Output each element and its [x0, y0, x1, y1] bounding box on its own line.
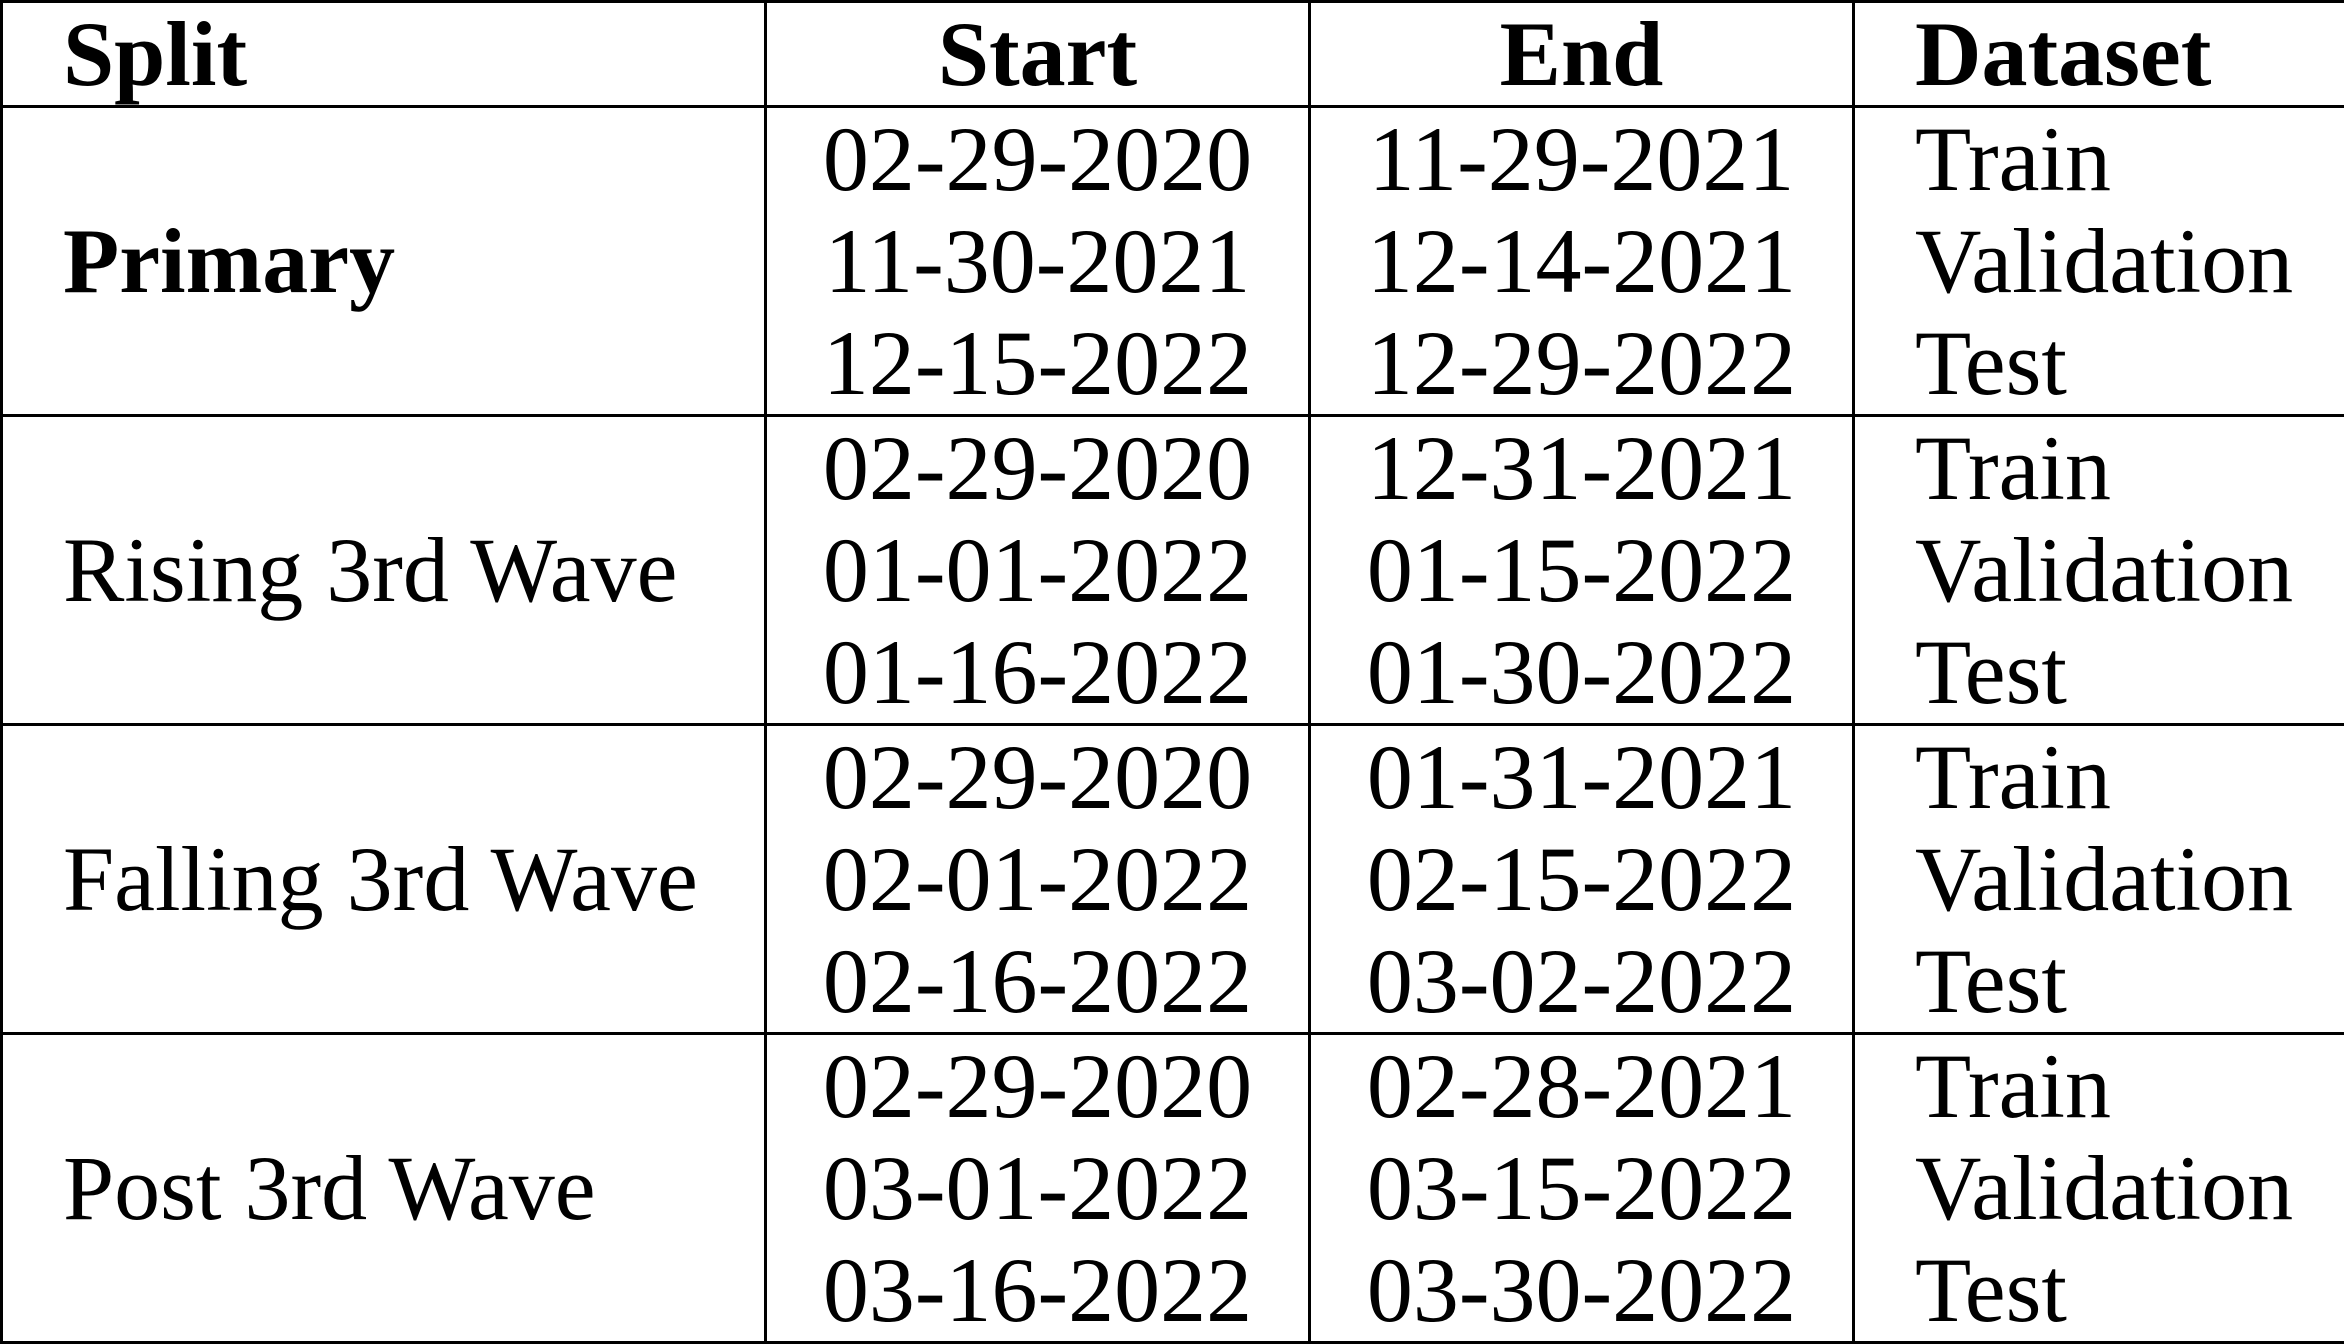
- start-date: 02-01-2022: [767, 828, 1308, 930]
- dataset-label: Test: [1915, 621, 2344, 723]
- dataset-label: Test: [1915, 312, 2344, 414]
- dataset-label: Validation: [1915, 828, 2344, 930]
- dataset-label: Train: [1915, 1035, 2344, 1137]
- start-date: 12-15-2022: [767, 312, 1308, 414]
- end-date: 01-30-2022: [1311, 621, 1852, 723]
- header-dataset: Dataset: [1854, 2, 2344, 107]
- end-date: 02-28-2021: [1311, 1035, 1852, 1137]
- start-date: 11-30-2021: [767, 210, 1308, 312]
- dataset-cell: Train Validation Test: [1854, 107, 2344, 416]
- start-date: 02-29-2020: [767, 1035, 1308, 1137]
- dataset-label: Validation: [1915, 1137, 2344, 1239]
- split-name-rising: Rising 3rd Wave: [2, 416, 766, 725]
- end-date: 12-31-2021: [1311, 417, 1852, 519]
- dataset-label: Train: [1915, 726, 2344, 828]
- start-date: 02-29-2020: [767, 417, 1308, 519]
- end-date: 12-14-2021: [1311, 210, 1852, 312]
- end-date: 02-15-2022: [1311, 828, 1852, 930]
- header-start: Start: [766, 2, 1310, 107]
- start-dates-cell: 02-29-2020 03-01-2022 03-16-2022: [766, 1034, 1310, 1343]
- end-dates-cell: 12-31-2021 01-15-2022 01-30-2022: [1310, 416, 1854, 725]
- start-dates-cell: 02-29-2020 11-30-2021 12-15-2022: [766, 107, 1310, 416]
- start-date: 02-29-2020: [767, 726, 1308, 828]
- end-dates-cell: 11-29-2021 12-14-2021 12-29-2022: [1310, 107, 1854, 416]
- start-date: 03-01-2022: [767, 1137, 1308, 1239]
- dataset-label: Validation: [1915, 519, 2344, 621]
- header-row: Split Start End Dataset: [2, 2, 2344, 107]
- split-name-post: Post 3rd Wave: [2, 1034, 766, 1343]
- table-row: Rising 3rd Wave 02-29-2020 01-01-2022 01…: [2, 416, 2344, 725]
- end-date: 03-02-2022: [1311, 930, 1852, 1032]
- header-split: Split: [2, 2, 766, 107]
- start-date: 01-16-2022: [767, 621, 1308, 723]
- end-date: 12-29-2022: [1311, 312, 1852, 414]
- split-name-primary: Primary: [2, 107, 766, 416]
- dataset-label: Train: [1915, 417, 2344, 519]
- start-dates-cell: 02-29-2020 01-01-2022 01-16-2022: [766, 416, 1310, 725]
- dataset-label: Test: [1915, 930, 2344, 1032]
- table-row: Falling 3rd Wave 02-29-2020 02-01-2022 0…: [2, 725, 2344, 1034]
- split-name-falling: Falling 3rd Wave: [2, 725, 766, 1034]
- start-date: 01-01-2022: [767, 519, 1308, 621]
- end-date: 03-15-2022: [1311, 1137, 1852, 1239]
- end-date: 11-29-2021: [1311, 108, 1852, 210]
- dataset-cell: Train Validation Test: [1854, 1034, 2344, 1343]
- table-row: Primary 02-29-2020 11-30-2021 12-15-2022…: [2, 107, 2344, 416]
- dataset-cell: Train Validation Test: [1854, 416, 2344, 725]
- end-dates-cell: 02-28-2021 03-15-2022 03-30-2022: [1310, 1034, 1854, 1343]
- start-dates-cell: 02-29-2020 02-01-2022 02-16-2022: [766, 725, 1310, 1034]
- dataset-label: Train: [1915, 108, 2344, 210]
- end-date: 01-31-2021: [1311, 726, 1852, 828]
- end-date: 01-15-2022: [1311, 519, 1852, 621]
- dataset-label: Validation: [1915, 210, 2344, 312]
- end-dates-cell: 01-31-2021 02-15-2022 03-02-2022: [1310, 725, 1854, 1034]
- start-date: 02-29-2020: [767, 108, 1308, 210]
- dataset-cell: Train Validation Test: [1854, 725, 2344, 1034]
- table-row: Post 3rd Wave 02-29-2020 03-01-2022 03-1…: [2, 1034, 2344, 1343]
- header-end: End: [1310, 2, 1854, 107]
- start-date: 02-16-2022: [767, 930, 1308, 1032]
